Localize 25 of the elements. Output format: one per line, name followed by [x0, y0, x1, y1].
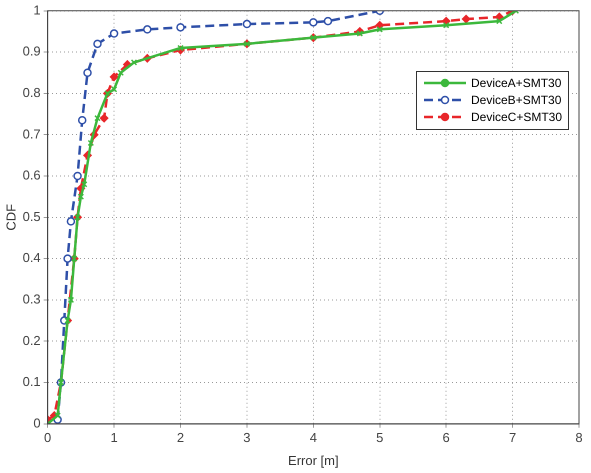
y-tick-label: 0.8	[22, 84, 41, 100]
x-tick-label: 7	[508, 430, 516, 446]
legend-label: DeviceB+SMT30	[471, 92, 562, 109]
y-tick-label: 0.9	[22, 44, 41, 59]
y-tick-label: 0.1	[22, 374, 41, 390]
y-tick-label: 0.2	[22, 332, 41, 348]
y-tick-label: 0.7	[22, 126, 41, 142]
x-tick-label: 3	[243, 430, 251, 446]
x-tick-label: 2	[176, 430, 184, 446]
x-tick-label: 4	[310, 430, 317, 446]
y-tick-label: 0.4	[22, 250, 41, 266]
x-tick-label: 1	[110, 430, 118, 446]
x-tick-label: 8	[575, 430, 583, 446]
legend-label: DeviceC+SMT30	[471, 108, 562, 126]
x-tick-label: 6	[442, 430, 450, 446]
x-axis-title: Error [m]	[288, 452, 339, 468]
x-tick-label: 5	[376, 430, 384, 446]
y-tick-label: 0.6	[22, 168, 41, 183]
x-tick-label: 0	[44, 430, 52, 446]
y-tick-label: 1	[33, 2, 41, 18]
legend-label: DeviceA+SMT30	[471, 74, 562, 92]
y-tick-label: 0.5	[22, 208, 41, 224]
y-axis-title: CDF	[3, 204, 18, 231]
y-tick-label: 0.3	[22, 291, 41, 306]
y-tick-label: 0	[33, 415, 41, 430]
